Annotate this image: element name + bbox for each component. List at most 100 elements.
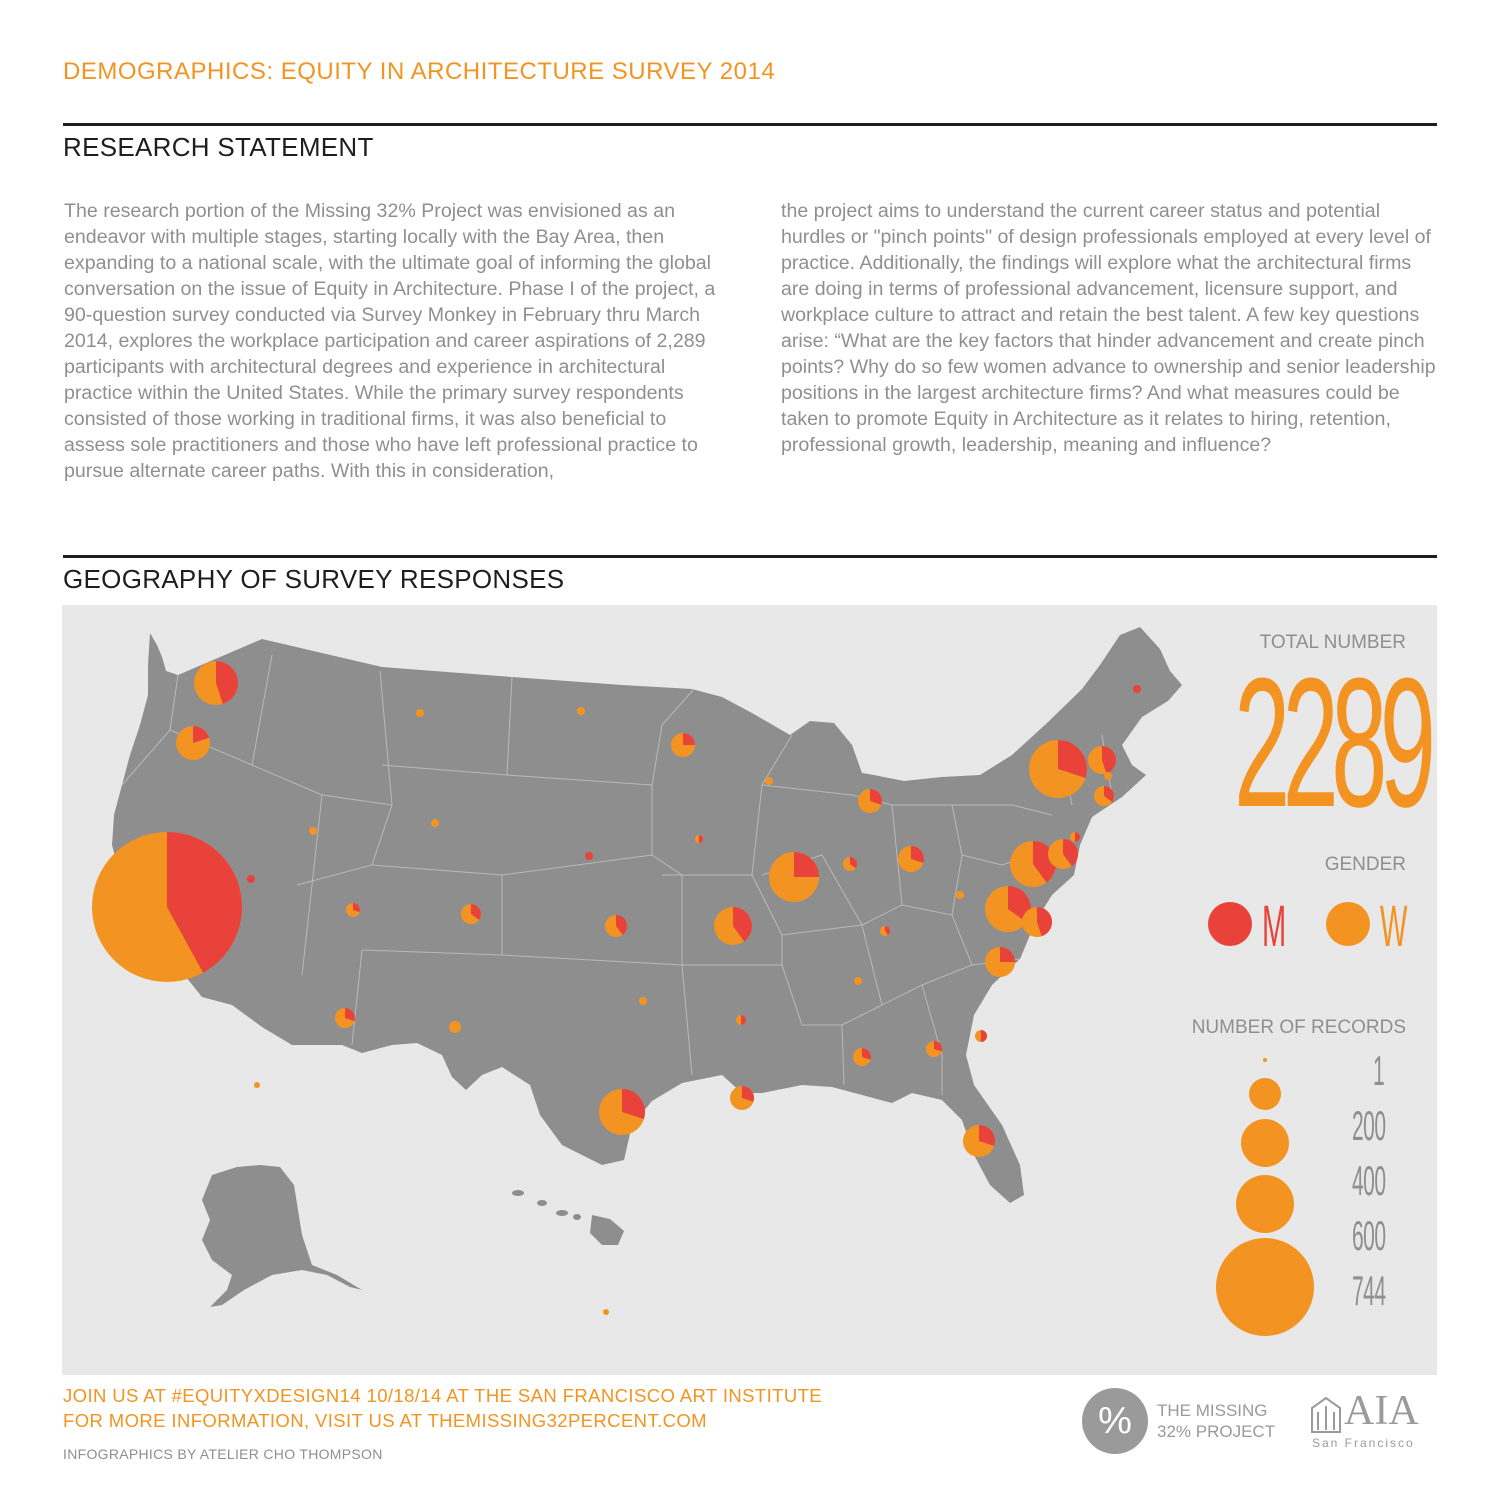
state-pie-marker: [975, 1030, 987, 1042]
state-pie-marker: [431, 819, 439, 827]
state-pie-marker: [1094, 786, 1115, 806]
men-swatch: [1208, 902, 1252, 946]
total-label: TOTAL NUMBER: [1259, 632, 1406, 653]
missing32-logo-text: THE MISSING 32% PROJECT: [1157, 1401, 1276, 1441]
pie-men-slice: [345, 1008, 355, 1022]
geography-title: GEOGRAPHY OF SURVEY RESPONSES: [63, 564, 565, 594]
pie-women-slice: [1104, 772, 1112, 780]
state-pie-marker: [346, 903, 360, 917]
page-title: DEMOGRAPHICS: EQUITY IN ARCHITECTURE SUR…: [63, 58, 776, 85]
pie-women-slice: [254, 1082, 260, 1088]
size-value-744: 744: [1352, 1267, 1386, 1314]
pie-women-slice: [639, 997, 647, 1005]
pie-men-slice: [733, 907, 752, 942]
pie-men-slice: [1102, 746, 1117, 774]
pie-women-slice: [603, 1309, 609, 1315]
state-pie-marker: [1133, 685, 1141, 693]
state-pie-marker: [714, 907, 752, 945]
state-pie-marker: [335, 1008, 355, 1028]
pie-men-slice: [742, 1086, 754, 1102]
gender-w-label: W: [1380, 894, 1407, 959]
pie-men-slice: [979, 1125, 995, 1146]
state-pie-marker: [92, 832, 242, 982]
credit-text: INFOGRAPHICS BY ATELIER CHO THOMPSON: [63, 1446, 383, 1462]
pie-men-slice: [1058, 740, 1087, 778]
event-link[interactable]: JOIN US AT #EQUITYXDESIGN14 10/18/14 AT …: [63, 1385, 823, 1406]
pie-men-slice: [885, 926, 890, 936]
aia-logo-text: AIA: [1344, 1388, 1419, 1434]
pie-women-slice: [765, 777, 773, 785]
size-value-600: 600: [1352, 1212, 1386, 1259]
research-text-col1: The research portion of the Missing 32% …: [64, 200, 716, 482]
pie-women-slice: [431, 819, 439, 827]
state-pie-marker: [671, 733, 695, 757]
pie-men-slice: [1075, 832, 1080, 842]
women-swatch: [1326, 902, 1370, 946]
state-pie-marker: [1104, 772, 1112, 780]
pie-men-slice: [683, 733, 695, 745]
state-pie-marker: [247, 875, 255, 883]
state-pie-marker: [765, 777, 773, 785]
alaska-land: [202, 1165, 362, 1307]
pie-men-slice: [699, 835, 703, 843]
state-pie-marker: [769, 852, 819, 902]
size-legend-400: [1241, 1119, 1289, 1167]
research-text-col2: the project aims to understand the curre…: [781, 200, 1436, 456]
pie-men-slice: [1000, 947, 1015, 962]
divider: [63, 555, 1437, 558]
state-pie-marker: [695, 835, 703, 843]
size-value-200: 200: [1352, 1102, 1386, 1149]
pie-women-slice: [416, 709, 424, 717]
size-legend-600: [1236, 1175, 1294, 1233]
state-pie-marker: [1022, 907, 1052, 937]
state-pie-marker: [1070, 832, 1080, 842]
state-pie-marker: [843, 857, 858, 871]
size-legend-200: [1249, 1078, 1281, 1110]
missing32-logo-icon: %: [1082, 1388, 1148, 1454]
us-map: [112, 627, 1182, 1307]
state-pie-marker: [956, 891, 964, 899]
state-pie-marker: [416, 709, 424, 717]
state-pie-marker: [730, 1086, 754, 1110]
pie-women-slice: [956, 891, 964, 899]
state-pie-marker: [1048, 839, 1078, 869]
pie-men-slice: [1063, 839, 1078, 867]
state-pie-marker: [858, 789, 882, 813]
pie-men-slice: [1104, 786, 1115, 802]
gender-m-label: M: [1262, 894, 1286, 959]
pie-women-slice: [449, 1021, 461, 1033]
size-legend: [1216, 1058, 1314, 1336]
state-pie-marker: [926, 1041, 942, 1057]
pie-men-slice: [616, 915, 628, 935]
state-pie-marker: [985, 947, 1015, 977]
state-pie-marker: [176, 726, 210, 760]
state-pie-marker: [585, 852, 593, 860]
pie-men-slice: [353, 903, 360, 913]
state-pie-marker: [309, 827, 317, 835]
pie-men-slice: [794, 852, 819, 877]
state-pie-marker: [963, 1125, 995, 1157]
size-value-400: 400: [1352, 1157, 1386, 1204]
pie-women-slice: [854, 977, 862, 985]
pie-men-slice: [622, 1089, 645, 1120]
state-pie-marker: [599, 1089, 645, 1135]
website-link[interactable]: FOR MORE INFORMATION, VISIT US AT THEMIS…: [63, 1410, 707, 1431]
pie-women-slice: [309, 827, 317, 835]
state-pie-marker: [194, 661, 238, 705]
state-pie-marker: [1088, 746, 1117, 774]
pie-women-slice: [247, 875, 255, 883]
pie-men-slice: [1037, 907, 1052, 937]
pie-men-slice: [911, 846, 924, 864]
hawaii-land: [512, 1190, 624, 1245]
pie-men-slice: [850, 857, 858, 869]
state-pie-marker: [880, 926, 890, 936]
state-pie-marker: [577, 707, 585, 715]
pie-men-slice: [193, 726, 210, 743]
records-label: NUMBER OF RECORDS: [1191, 1017, 1406, 1038]
state-pie-marker: [639, 997, 647, 1005]
state-pie-marker: [854, 977, 862, 985]
state-pie-marker: [736, 1015, 746, 1025]
research-title: RESEARCH STATEMENT: [63, 132, 374, 162]
total-number: 2289: [1233, 639, 1436, 845]
us-land: [112, 627, 1182, 1203]
